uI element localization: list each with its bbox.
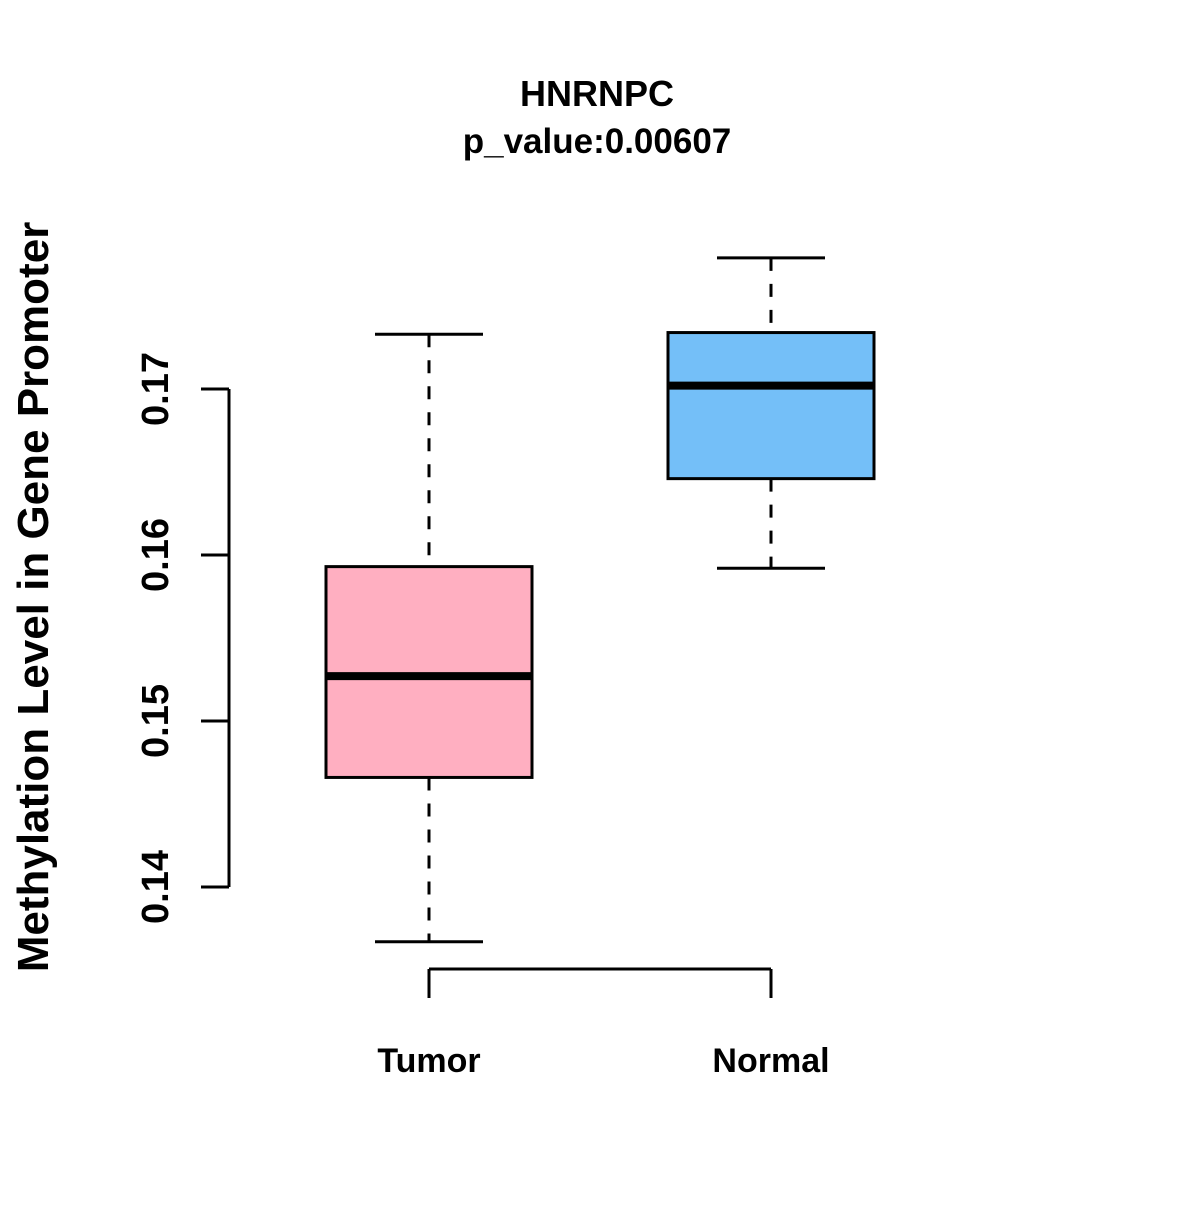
x-category-labels: Tumor Normal: [377, 1042, 829, 1080]
category-label-tumor: Tumor: [377, 1042, 480, 1080]
normal-box: [666, 331, 876, 481]
y-axis-label: Methylation Level in Gene Promoter: [9, 222, 58, 973]
ytick-label-0-14: 0.14: [135, 850, 177, 924]
ytick-label-0-17: 0.17: [135, 352, 177, 426]
box-layer: [324, 256, 876, 944]
category-label-normal: Normal: [712, 1042, 829, 1080]
chart-subtitle-pvalue: p_value:0.00607: [463, 122, 732, 161]
ytick-label-0-15: 0.15: [135, 684, 177, 758]
chart-title: HNRNPC: [520, 73, 674, 114]
y-tick-labels: 0.17 0.16 0.15 0.14: [135, 352, 177, 924]
axes-layer: [201, 387, 773, 998]
ytick-label-0-16: 0.16: [135, 518, 177, 592]
tumor-box: [324, 565, 534, 779]
